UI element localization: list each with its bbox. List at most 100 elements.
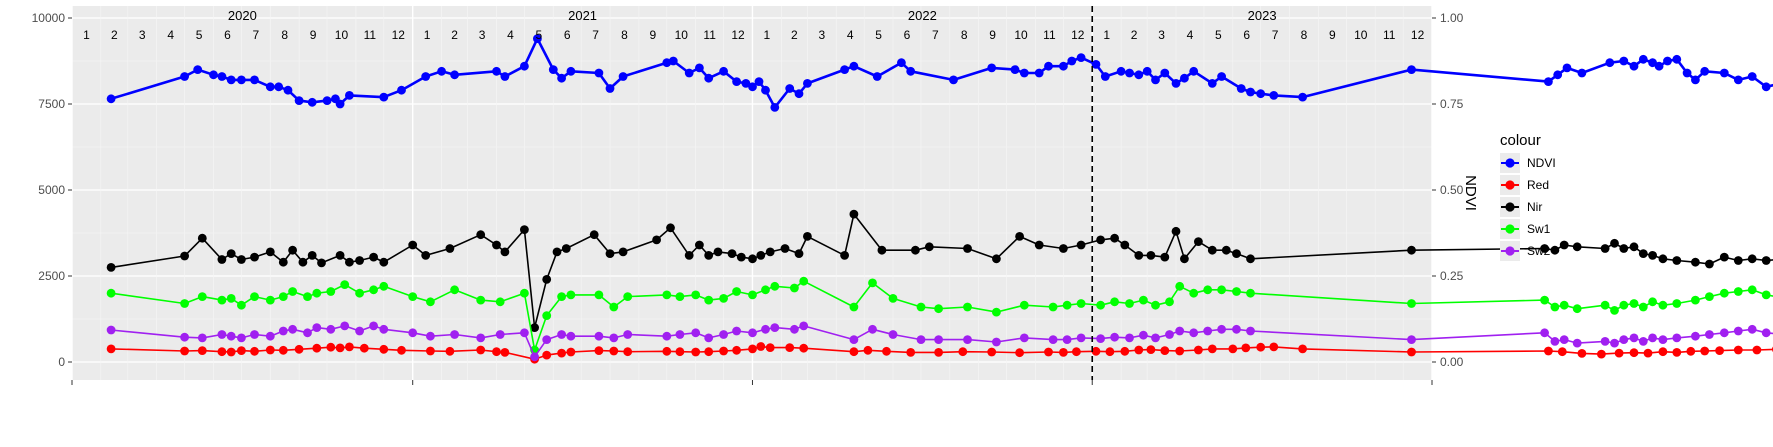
data-point-sw1: [1610, 306, 1619, 315]
data-point-red: [1241, 343, 1251, 353]
data-point-nir: [1638, 249, 1648, 258]
month-label: 6: [564, 28, 571, 42]
data-point-ndvi: [1134, 70, 1144, 80]
data-point-ndvi: [1010, 65, 1020, 74]
data-point-ndvi: [335, 99, 345, 109]
data-point-sw2: [326, 324, 336, 334]
data-point-nir: [765, 247, 775, 257]
data-point-nir: [492, 240, 501, 250]
data-point-ndvi: [274, 82, 284, 92]
month-label: 4: [167, 28, 174, 42]
data-point-sw2: [1658, 335, 1668, 344]
data-point-nir: [250, 252, 259, 262]
data-point-nir: [1559, 240, 1569, 250]
y-left-tick-label: 2500: [38, 269, 65, 283]
data-point-red: [1686, 346, 1696, 356]
data-point-sw1: [106, 288, 116, 298]
data-point-ndvi: [897, 58, 906, 68]
data-point-nir: [180, 251, 190, 261]
month-label: 3: [1158, 28, 1165, 42]
data-point-sw2: [1048, 335, 1058, 344]
data-point-ndvi: [618, 72, 628, 81]
data-point-ndvi: [1151, 75, 1160, 85]
data-point-nir: [652, 235, 661, 245]
data-point-sw1: [566, 290, 576, 300]
data-point-sw2: [197, 333, 207, 343]
data-point-nir: [1221, 245, 1231, 255]
data-point-red: [180, 346, 190, 356]
data-point-red: [675, 347, 685, 357]
data-point-nir: [445, 244, 455, 253]
data-point-red: [1059, 348, 1068, 357]
data-point-nir: [1407, 245, 1416, 255]
data-point-sw2: [495, 330, 505, 339]
data-point-ndvi: [1256, 89, 1266, 99]
data-point-ndvi: [209, 70, 218, 80]
data-point-nir: [1207, 245, 1217, 255]
data-point-ndvi: [748, 82, 757, 92]
data-point-ndvi: [106, 94, 116, 104]
data-point-sw2: [1540, 328, 1549, 338]
series-red: [106, 342, 1773, 364]
data-point-nir: [756, 251, 766, 260]
month-label: 11: [1383, 28, 1396, 42]
data-point-sw1: [770, 281, 780, 291]
data-point-sw2: [450, 330, 459, 339]
data-point-ndvi: [1116, 66, 1126, 76]
data-point-ndvi: [704, 73, 714, 83]
data-point-ndvi: [226, 75, 236, 85]
data-point-sw1: [426, 297, 435, 307]
data-point-ndvi: [421, 72, 431, 81]
data-point-ndvi: [1648, 58, 1657, 68]
data-point-sw2: [1747, 324, 1757, 334]
data-point-nir: [1600, 244, 1610, 253]
data-point-sw2: [250, 330, 259, 339]
data-point-sw2: [106, 325, 116, 335]
data-point-ndvi: [1407, 65, 1416, 74]
data-point-nir: [1034, 240, 1044, 250]
data-point-nir: [1540, 244, 1549, 253]
data-point-sw1: [1407, 299, 1416, 308]
data-point-ndvi: [1091, 60, 1101, 69]
data-point-red: [1146, 345, 1156, 354]
data-point-nir: [1648, 251, 1657, 260]
data-point-nir: [317, 258, 326, 268]
data-point-nir: [217, 255, 227, 264]
data-point-red: [379, 344, 389, 354]
data-point-red: [1015, 348, 1024, 358]
data-point-ndvi: [719, 66, 728, 76]
month-label: 5: [875, 28, 882, 42]
data-point-nir: [1572, 242, 1582, 252]
data-point-sw1: [594, 290, 604, 300]
data-point-ndvi: [1236, 84, 1246, 93]
data-point-red: [765, 343, 775, 352]
data-point-ndvi: [1562, 63, 1572, 73]
data-point-nir: [1096, 235, 1105, 245]
data-point-ndvi: [1246, 87, 1255, 97]
data-point-nir: [265, 247, 275, 257]
data-point-sw1: [495, 297, 505, 307]
data-point-ndvi: [307, 97, 317, 107]
data-point-sw2: [1648, 333, 1657, 343]
data-point-sw2: [355, 326, 364, 336]
data-point-sw2: [369, 321, 378, 331]
data-point-red: [1577, 349, 1587, 358]
data-point-ndvi: [605, 84, 615, 93]
data-point-sw1: [662, 290, 672, 300]
data-point-ndvi: [987, 63, 997, 73]
data-point-red: [250, 346, 259, 356]
data-point-sw1: [1139, 295, 1148, 305]
data-point-sw1: [1246, 288, 1255, 298]
year-label: 2020: [228, 8, 257, 23]
data-point-sw1: [542, 311, 552, 320]
data-point-sw1: [1761, 290, 1771, 300]
data-point-nir: [849, 209, 859, 219]
data-point-nir: [666, 223, 675, 233]
data-point-ndvi: [1180, 73, 1189, 83]
data-point-sw1: [197, 292, 207, 301]
data-point-red: [1658, 347, 1668, 357]
month-label: 10: [675, 28, 689, 42]
data-point-ndvi: [193, 65, 203, 74]
data-point-sw2: [1733, 326, 1743, 336]
